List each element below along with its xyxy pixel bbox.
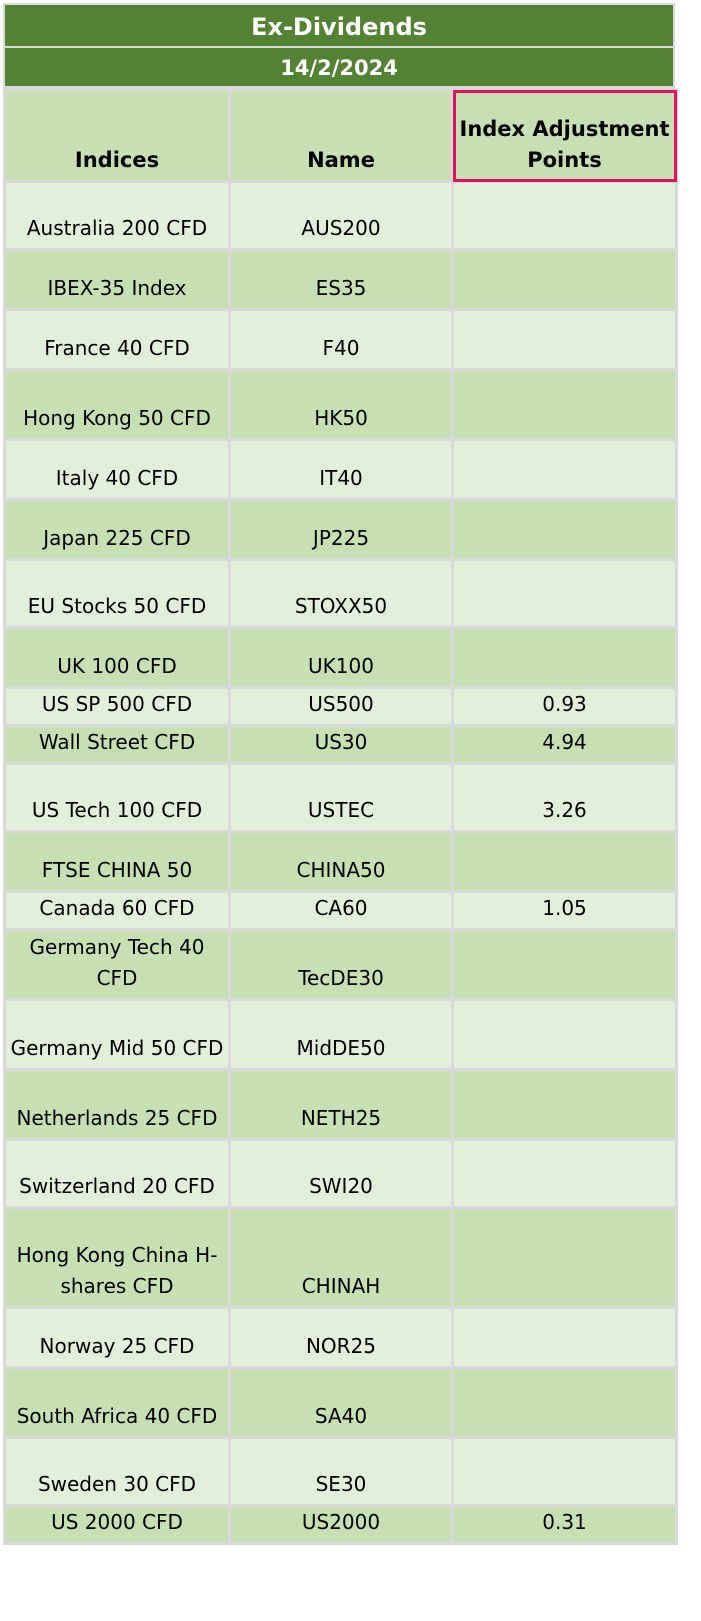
cell-symbol[interactable]: STOXX50 — [228, 558, 454, 629]
cell-index[interactable]: Germany Mid 50 CFD — [3, 998, 231, 1071]
header-name[interactable]: Name — [228, 88, 454, 183]
cell-adjustment-points[interactable]: 4.94 — [451, 724, 678, 765]
cell-index[interactable]: Germany Tech 40 CFD — [3, 928, 231, 1001]
table-row: France 40 CFD F40 — [3, 308, 678, 371]
table-row: EU Stocks 50 CFD STOXX50 — [3, 558, 678, 629]
table-row: Netherlands 25 CFD NETH25 — [3, 1068, 678, 1141]
cell-index[interactable]: Wall Street CFD — [3, 724, 231, 765]
table-row: Norway 25 CFD NOR25 — [3, 1306, 678, 1369]
cell-index[interactable]: Switzerland 20 CFD — [3, 1138, 231, 1209]
cell-index[interactable]: Hong Kong China H-shares CFD — [3, 1206, 231, 1309]
cell-index[interactable]: US Tech 100 CFD — [3, 762, 231, 833]
table-row: UK 100 CFD UK100 — [3, 626, 678, 689]
table-row: US SP 500 CFD US500 0.93 — [3, 686, 678, 727]
table-row: US 2000 CFD US2000 0.31 — [3, 1504, 678, 1545]
cell-index[interactable]: UK 100 CFD — [3, 626, 231, 689]
cell-index[interactable]: South Africa 40 CFD — [3, 1366, 231, 1439]
cell-index[interactable]: IBEX-35 Index — [3, 248, 231, 311]
table-row: Hong Kong China H-shares CFD CHINAH — [3, 1206, 678, 1309]
cell-adjustment-points[interactable] — [451, 558, 678, 629]
cell-adjustment-points[interactable] — [451, 1138, 678, 1209]
cell-symbol[interactable]: F40 — [228, 308, 454, 371]
header-indices[interactable]: Indices — [3, 88, 231, 183]
table-row: Germany Tech 40 CFD TecDE30 — [3, 928, 678, 1001]
cell-index[interactable]: FTSE CHINA 50 — [3, 830, 231, 893]
sheet-title: Ex-Dividends — [3, 3, 675, 48]
cell-adjustment-points[interactable] — [451, 830, 678, 893]
cell-symbol[interactable]: JP225 — [228, 498, 454, 561]
table-row: US Tech 100 CFD USTEC 3.26 — [3, 762, 678, 833]
table-row: Wall Street CFD US30 4.94 — [3, 724, 678, 765]
cell-symbol[interactable]: NOR25 — [228, 1306, 454, 1369]
cell-symbol[interactable]: CHINA50 — [228, 830, 454, 893]
table-row: Switzerland 20 CFD SWI20 — [3, 1138, 678, 1209]
table-row: Hong Kong 50 CFD HK50 — [3, 368, 678, 441]
cell-index[interactable]: France 40 CFD — [3, 308, 231, 371]
cell-symbol[interactable]: UK100 — [228, 626, 454, 689]
ex-dividends-table: Indices Name Index Adjustment Points Aus… — [3, 88, 678, 1545]
cell-symbol[interactable]: SA40 — [228, 1366, 454, 1439]
cell-adjustment-points[interactable] — [451, 1366, 678, 1439]
cell-symbol[interactable]: IT40 — [228, 438, 454, 501]
cell-index[interactable]: Hong Kong 50 CFD — [3, 368, 231, 441]
cell-adjustment-points[interactable] — [451, 1306, 678, 1369]
cell-symbol[interactable]: US2000 — [228, 1504, 454, 1545]
cell-adjustment-points[interactable] — [451, 1206, 678, 1309]
cell-adjustment-points[interactable] — [451, 180, 678, 251]
table-row: Canada 60 CFD CA60 1.05 — [3, 890, 678, 931]
cell-index[interactable]: Netherlands 25 CFD — [3, 1068, 231, 1141]
table-row: Sweden 30 CFD SE30 — [3, 1436, 678, 1507]
ex-dividends-sheet: Ex-Dividends 14/2/2024 Indices Name Inde… — [3, 3, 678, 1545]
cell-symbol[interactable]: US30 — [228, 724, 454, 765]
cell-symbol[interactable]: SWI20 — [228, 1138, 454, 1209]
cell-adjustment-points[interactable] — [451, 368, 678, 441]
cell-adjustment-points[interactable] — [451, 248, 678, 311]
table-row: Italy 40 CFD IT40 — [3, 438, 678, 501]
cell-index[interactable]: US SP 500 CFD — [3, 686, 231, 727]
cell-adjustment-points[interactable] — [451, 928, 678, 1001]
cell-index[interactable]: Australia 200 CFD — [3, 180, 231, 251]
cell-symbol[interactable]: AUS200 — [228, 180, 454, 251]
cell-adjustment-points[interactable] — [451, 1068, 678, 1141]
cell-symbol[interactable]: MidDE50 — [228, 998, 454, 1071]
cell-adjustment-points[interactable] — [451, 626, 678, 689]
cell-adjustment-points[interactable]: 1.05 — [451, 890, 678, 931]
cell-index[interactable]: Japan 225 CFD — [3, 498, 231, 561]
table-row: Germany Mid 50 CFD MidDE50 — [3, 998, 678, 1071]
cell-adjustment-points[interactable] — [451, 1436, 678, 1507]
sheet-date: 14/2/2024 — [3, 46, 675, 88]
table-row: FTSE CHINA 50 CHINA50 — [3, 830, 678, 893]
table-row: IBEX-35 Index ES35 — [3, 248, 678, 311]
cell-symbol[interactable]: USTEC — [228, 762, 454, 833]
cell-symbol[interactable]: CA60 — [228, 890, 454, 931]
cell-index[interactable]: Norway 25 CFD — [3, 1306, 231, 1369]
header-row: Indices Name Index Adjustment Points — [3, 88, 678, 183]
cell-index[interactable]: Canada 60 CFD — [3, 890, 231, 931]
cell-symbol[interactable]: NETH25 — [228, 1068, 454, 1141]
table-row: Australia 200 CFD AUS200 — [3, 180, 678, 251]
cell-symbol[interactable]: SE30 — [228, 1436, 454, 1507]
table-row: Japan 225 CFD JP225 — [3, 498, 678, 561]
cell-symbol[interactable]: US500 — [228, 686, 454, 727]
cell-symbol[interactable]: CHINAH — [228, 1206, 454, 1309]
cell-index[interactable]: US 2000 CFD — [3, 1504, 231, 1545]
header-index-adjustment-points[interactable]: Index Adjustment Points — [451, 88, 678, 183]
cell-adjustment-points[interactable]: 0.93 — [451, 686, 678, 727]
cell-index[interactable]: Sweden 30 CFD — [3, 1436, 231, 1507]
cell-adjustment-points[interactable]: 0.31 — [451, 1504, 678, 1545]
cell-adjustment-points[interactable] — [451, 438, 678, 501]
cell-index[interactable]: EU Stocks 50 CFD — [3, 558, 231, 629]
table-row: South Africa 40 CFD SA40 — [3, 1366, 678, 1439]
cell-adjustment-points[interactable] — [451, 998, 678, 1071]
cell-adjustment-points[interactable]: 3.26 — [451, 762, 678, 833]
cell-symbol[interactable]: HK50 — [228, 368, 454, 441]
cell-adjustment-points[interactable] — [451, 308, 678, 371]
cell-symbol[interactable]: TecDE30 — [228, 928, 454, 1001]
cell-index[interactable]: Italy 40 CFD — [3, 438, 231, 501]
cell-adjustment-points[interactable] — [451, 498, 678, 561]
cell-symbol[interactable]: ES35 — [228, 248, 454, 311]
